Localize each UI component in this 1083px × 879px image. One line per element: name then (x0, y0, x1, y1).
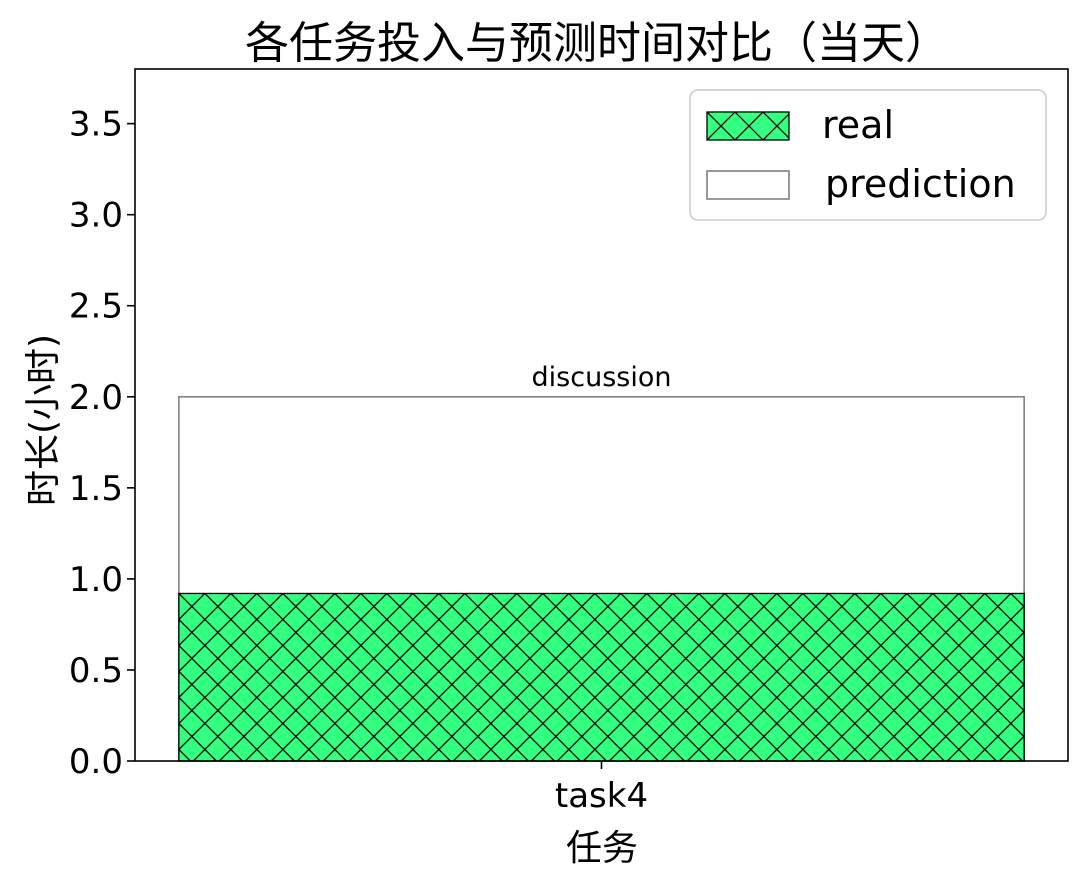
bar-real-hatch (178, 592, 1025, 762)
y-axis-ticks: 0.0 0.5 1.0 1.5 2.0 2.5 3.0 3.5 (69, 105, 135, 782)
annotations-group: discussion (532, 362, 672, 393)
x-axis-ticks: task4 (555, 761, 648, 816)
chart-title: 各任务投入与预测时间对比（当天） (245, 18, 949, 69)
y-tick-label: 0.0 (69, 742, 123, 782)
plot-area: discussion 0.0 0.5 1.0 1.5 2.0 2.5 3.0 3.5 task… (69, 68, 1069, 816)
y-axis-label: 时长(小时) (23, 334, 64, 506)
y-tick-label: 1.0 (69, 560, 123, 600)
bars-group (178, 395, 1025, 762)
legend-swatch-real-hatch (707, 112, 789, 140)
y-tick-label: 3.5 (69, 105, 123, 145)
x-tick-label: task4 (555, 776, 648, 816)
legend-label-prediction: prediction (825, 162, 1016, 206)
bar-annotation: discussion (532, 362, 672, 393)
y-tick-label: 1.5 (69, 469, 123, 509)
y-tick-label: 3.0 (69, 196, 123, 236)
y-tick-label: 2.0 (69, 378, 123, 418)
legend: real prediction (689, 89, 1047, 221)
legend-swatch-prediction (706, 170, 790, 200)
x-axis-label: 任务 (566, 828, 638, 869)
legend-label-real: real (822, 103, 894, 147)
y-tick-label: 0.5 (69, 651, 123, 691)
y-tick-label: 2.5 (69, 287, 123, 327)
